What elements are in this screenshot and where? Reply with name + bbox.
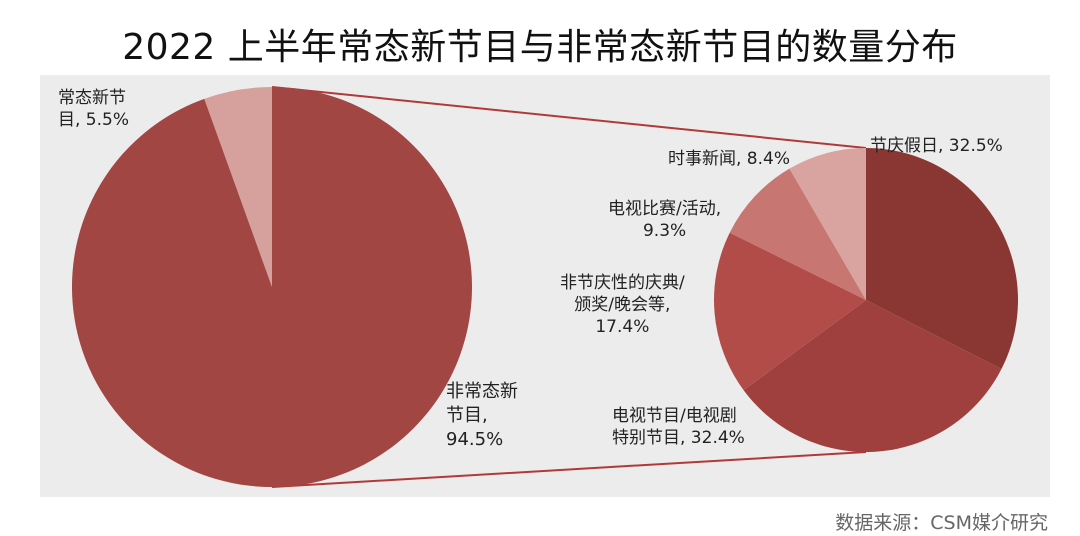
label-feichangtai: 非常态新 节目, 94.5% <box>446 381 518 450</box>
label-changtai: 常态新节 目, 5.5% <box>58 88 129 130</box>
label-shishixinwen: 时事新闻, 8.4% <box>668 149 790 169</box>
detail-pie-slice-2 <box>713 232 866 391</box>
detail-pie-slice-3 <box>729 168 866 300</box>
detail-pie-slice-0 <box>866 148 1018 370</box>
label-jieqing: 节庆假日, 32.5% <box>870 136 1003 156</box>
label-dianshijiemu: 电视节目/电视剧 特别节目, 32.4% <box>612 406 745 448</box>
chart-title: 2022 上半年常态新节目与非常态新节目的数量分布 <box>122 27 958 68</box>
main-pie-slice-1 <box>71 87 472 487</box>
connector-line-0 <box>271 86 867 149</box>
connector-line-1 <box>271 451 867 488</box>
label-feijieqing: 非节庆性的庆典/ 颁奖/晚会等, 17.4% <box>560 273 685 337</box>
detail-pie-slice-4 <box>789 148 866 300</box>
detail-pie-slice-1 <box>743 300 1002 452</box>
label-dianshibisai: 电视比赛/活动, 9.3% <box>608 199 722 241</box>
source-note: 数据来源：CSM媒介研究 <box>835 512 1048 534</box>
main-pie-slice-0 <box>204 87 272 287</box>
